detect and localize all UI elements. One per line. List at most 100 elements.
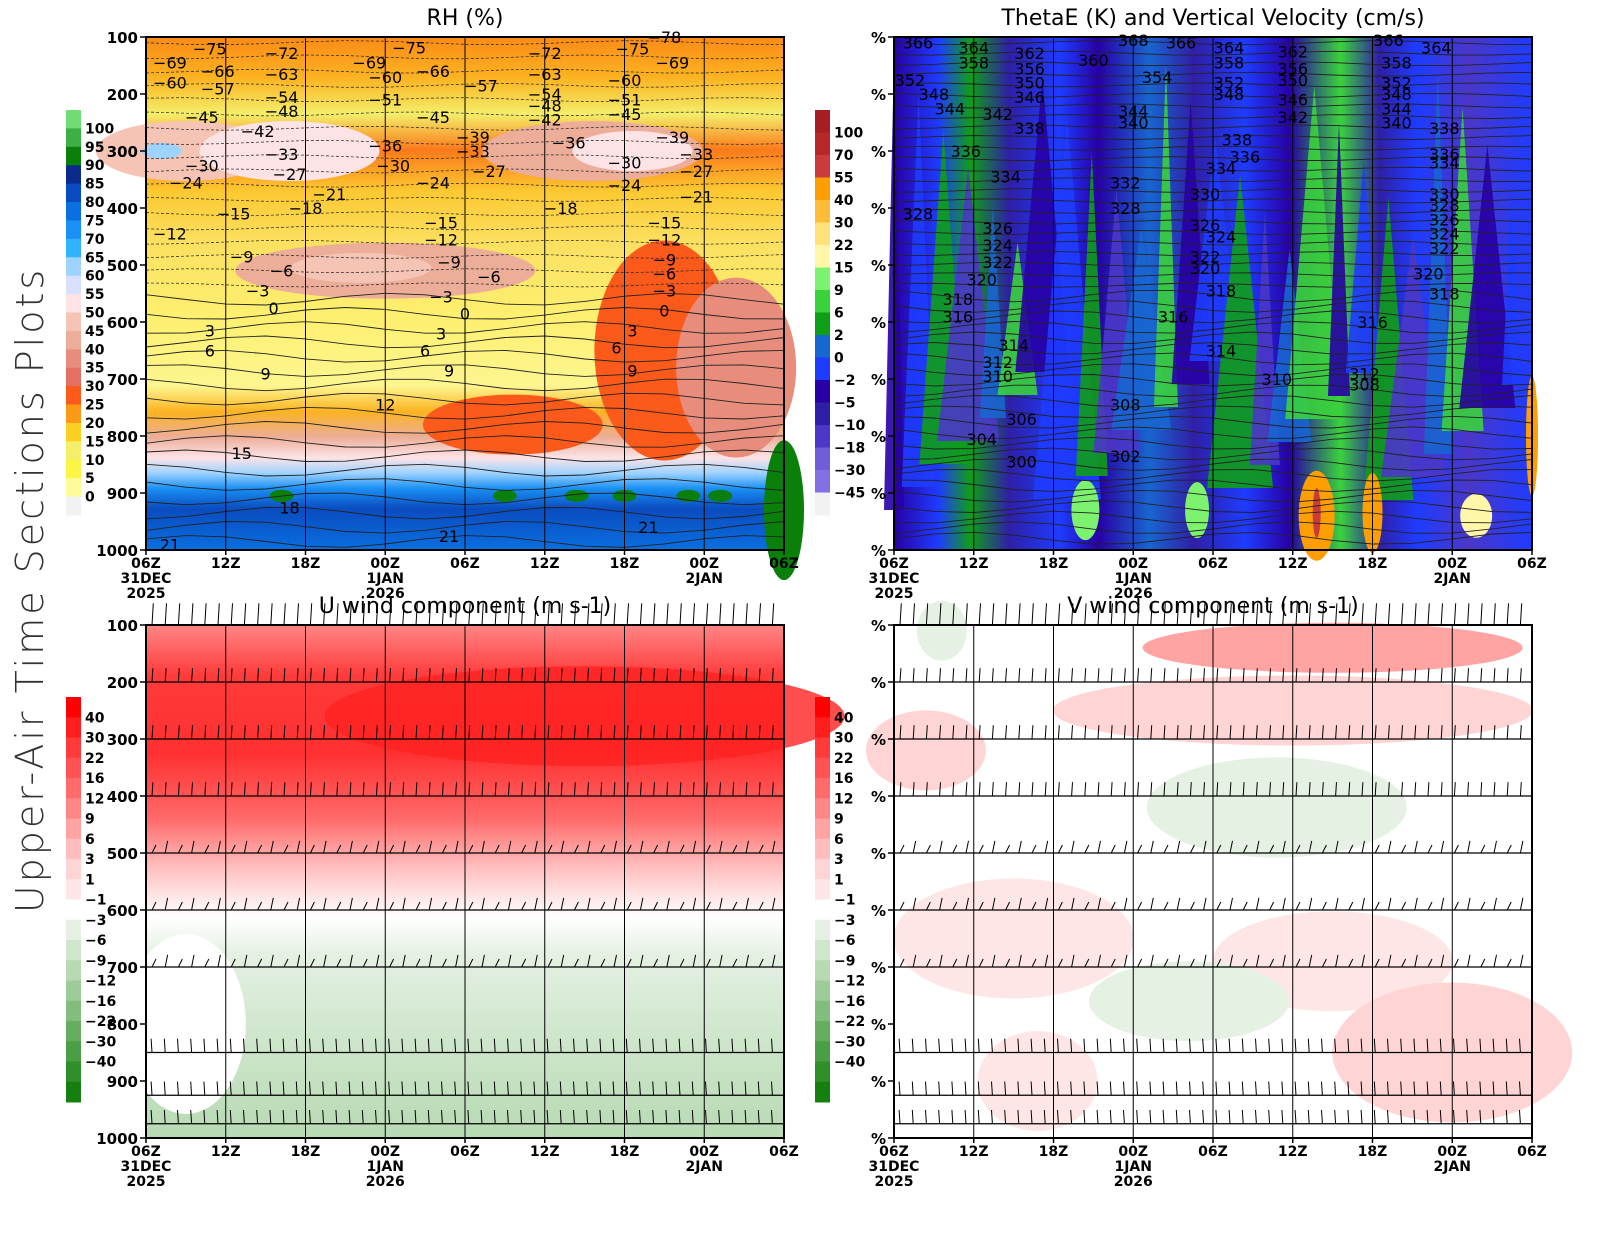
colorbar-swatch	[66, 165, 81, 185]
x-tick-label: 00Z	[370, 556, 400, 572]
colorbar-label: 35	[85, 361, 104, 377]
wind-barb	[1307, 1109, 1310, 1124]
contour-label: 308	[1349, 376, 1380, 395]
x-tick-label: 31DEC	[121, 571, 172, 587]
wind-barb	[1005, 603, 1008, 626]
colorbar-label: 80	[85, 195, 105, 211]
contour-label: −33	[679, 145, 713, 164]
wind-barb	[1387, 1081, 1389, 1096]
wind-barb	[977, 1081, 980, 1096]
wind-barb	[692, 603, 695, 626]
wind-barb	[1150, 668, 1153, 683]
colorbar-swatch	[815, 717, 830, 738]
colorbar-swatch	[66, 778, 81, 799]
wind-barb	[925, 958, 931, 968]
wind-barb	[164, 603, 167, 626]
y-tick-label: 1000	[96, 1130, 138, 1148]
contour-label: 312	[982, 353, 1013, 372]
contour-label: 330	[1429, 185, 1460, 204]
contour-line	[145, 97, 785, 102]
wind-barb	[455, 668, 457, 683]
wind-barb	[163, 1109, 166, 1124]
wind-barb	[1215, 1038, 1218, 1053]
wind-barb	[965, 668, 968, 683]
wind-barb	[1440, 668, 1443, 683]
wind-barb	[952, 844, 958, 854]
wind-barb	[336, 958, 342, 968]
contour-label: −15	[424, 213, 458, 232]
wind-barb	[243, 954, 248, 968]
wind-barb	[1163, 844, 1169, 854]
wind-barb	[389, 603, 392, 626]
y-tick-label: 900	[107, 1073, 138, 1091]
wind-barb	[679, 844, 685, 854]
wind-barb	[349, 840, 353, 854]
wind-barb	[177, 1081, 179, 1096]
wind-barb	[1004, 1109, 1007, 1124]
wind-barb	[1321, 782, 1324, 797]
wind-barb	[560, 782, 563, 797]
wind-barb	[1123, 1109, 1125, 1124]
wind-barb	[441, 668, 444, 683]
wind-barb	[270, 782, 273, 797]
wind-barb	[599, 1081, 602, 1096]
wind-barb	[546, 1109, 549, 1124]
wind-barb	[1228, 1109, 1231, 1124]
colorbar-label: −12	[85, 974, 116, 990]
wind-barb	[269, 1081, 272, 1096]
wind-barb	[978, 844, 984, 854]
wind-barb	[600, 782, 603, 797]
wind-barb	[1427, 603, 1430, 626]
contour-label: −24	[416, 173, 450, 192]
wind-barb	[1255, 668, 1258, 683]
wind-barb	[428, 954, 433, 968]
wind-barb	[1110, 603, 1113, 626]
wind-barb	[560, 897, 565, 911]
wind-barb	[455, 725, 457, 740]
wind-barb	[336, 782, 339, 797]
wind-barb	[1137, 782, 1139, 797]
wind-barb	[1203, 725, 1205, 740]
wind-barb	[1295, 725, 1298, 740]
wind-barb	[1084, 901, 1090, 911]
wind-barb	[348, 1109, 351, 1124]
wind-barb	[1149, 1109, 1152, 1124]
wind-barb	[718, 1038, 721, 1053]
colorbar-swatch	[66, 697, 81, 718]
wind-barb	[691, 1038, 694, 1053]
wind-barb	[454, 1109, 457, 1124]
wind-barb	[1110, 668, 1113, 683]
wind-barb	[1110, 901, 1116, 911]
contour-label: 316	[1158, 307, 1189, 326]
wind-barb	[1044, 954, 1049, 968]
wind-barb	[1215, 1109, 1218, 1124]
wind-barb	[1493, 668, 1496, 683]
wind-barb	[1229, 725, 1232, 740]
contour-label: 6	[611, 339, 621, 358]
wind-barb	[336, 844, 342, 854]
wind-barb	[217, 668, 220, 683]
wind-barb	[1110, 958, 1116, 968]
contour-label: 0	[269, 299, 279, 318]
contour-label: 368	[1118, 31, 1149, 50]
wind-barb	[1203, 668, 1205, 683]
wind-barb	[1374, 901, 1380, 911]
wind-barb	[191, 954, 195, 968]
wind-barb	[771, 603, 775, 626]
wind-barb	[952, 958, 958, 968]
colorbar-label: 10	[85, 453, 105, 469]
wind-barb	[639, 1109, 641, 1124]
wind-barb	[243, 1081, 245, 1096]
contour-label: 364	[1421, 38, 1452, 57]
wind-barb	[692, 782, 695, 797]
contour-label: 324	[1206, 228, 1237, 247]
wind-barb	[925, 782, 928, 797]
contour-label: 350	[1014, 74, 1045, 93]
colorbar-swatch	[66, 798, 81, 819]
colorbar-swatch	[815, 110, 830, 133]
colorbar-swatch	[815, 447, 830, 471]
colorbar-swatch	[815, 940, 830, 961]
wind-barb	[1255, 782, 1258, 797]
wind-barb	[1216, 958, 1222, 968]
wind-barb	[758, 844, 764, 854]
